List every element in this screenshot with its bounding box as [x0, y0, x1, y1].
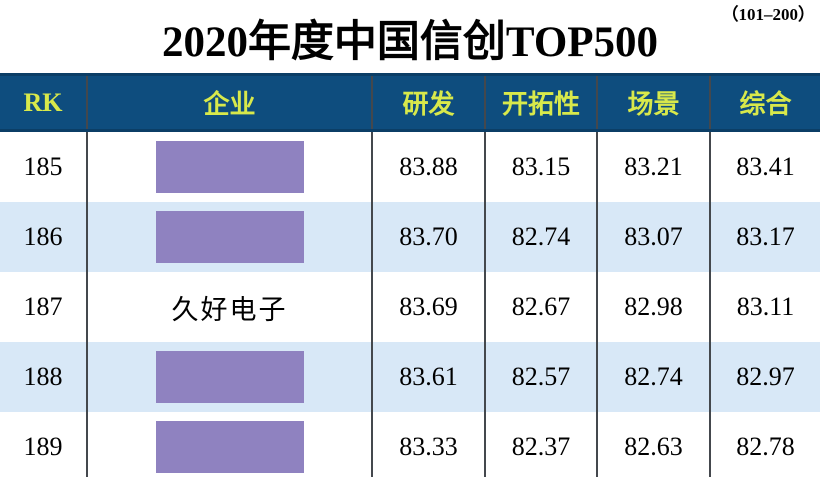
score-cell-rd: 83.70: [371, 202, 484, 272]
rank-cell: 188: [23, 362, 63, 391]
ranking-table: RK 企业 研发 开拓性 场景 综合 185 83.88 83.15 83.21…: [0, 73, 820, 477]
table-row-189: 189 83.33 82.37 82.63 82.78: [0, 412, 820, 477]
column-header-rk: RK: [23, 87, 63, 117]
column-header-scene: 场景: [596, 76, 709, 129]
rank-cell: 185: [23, 152, 63, 181]
score-cell-composite: 82.78: [709, 412, 820, 477]
redaction-box: [155, 141, 304, 193]
rank-range-label: （101–200）: [721, 5, 816, 24]
score-cell-rd: 83.61: [371, 342, 484, 412]
table-row-188: 188 83.61 82.57 82.74 82.97: [0, 342, 820, 412]
score-cell-pioneering: 82.57: [484, 342, 596, 412]
rank-cell: 187: [23, 292, 63, 321]
column-header-company: 企业: [86, 76, 371, 129]
table-row-185: 185 83.88 83.15 83.21 83.41: [0, 132, 820, 202]
redaction-box: [155, 421, 304, 473]
column-header-rd: 研发: [371, 76, 484, 129]
score-cell-rd: 83.33: [371, 412, 484, 477]
score-cell-scene: 83.07: [596, 202, 709, 272]
company-cell: 久好电子: [86, 272, 371, 342]
redaction-box: [155, 351, 304, 403]
score-cell-pioneering: 82.67: [484, 272, 596, 342]
score-cell-scene: 82.63: [596, 412, 709, 477]
score-cell-composite: 83.11: [709, 272, 820, 342]
score-cell-pioneering: 82.74: [484, 202, 596, 272]
score-cell-scene: 82.98: [596, 272, 709, 342]
rank-cell: 186: [23, 222, 63, 251]
score-cell-scene: 82.74: [596, 342, 709, 412]
company-cell: [86, 342, 371, 412]
column-header-composite: 综合: [709, 76, 820, 129]
rank-cell: 189: [23, 432, 63, 461]
table-row-186: 186 83.70 82.74 83.07 83.17: [0, 202, 820, 272]
score-cell-scene: 83.21: [596, 132, 709, 202]
company-name: 久好电子: [171, 294, 288, 325]
company-cell: [86, 412, 371, 477]
table-header-row: RK 企业 研发 开拓性 场景 综合: [0, 73, 820, 132]
title-area: （101–200） 2020年度中国信创TOP500: [0, 0, 820, 73]
table-row-187: 187 久好电子 83.69 82.67 82.98 83.11: [0, 272, 820, 342]
table-body: 185 83.88 83.15 83.21 83.41 186 83.70 82…: [0, 132, 820, 477]
score-cell-composite: 82.97: [709, 342, 820, 412]
company-cell: [86, 202, 371, 272]
score-cell-rd: 83.88: [371, 132, 484, 202]
column-header-pioneering: 开拓性: [484, 76, 596, 129]
score-cell-pioneering: 82.37: [484, 412, 596, 477]
score-cell-composite: 83.41: [709, 132, 820, 202]
redaction-box: [155, 211, 304, 263]
score-cell-pioneering: 83.15: [484, 132, 596, 202]
company-cell: [86, 132, 371, 202]
page-title: 2020年度中国信创TOP500: [161, 19, 659, 66]
score-cell-rd: 83.69: [371, 272, 484, 342]
score-cell-composite: 83.17: [709, 202, 820, 272]
